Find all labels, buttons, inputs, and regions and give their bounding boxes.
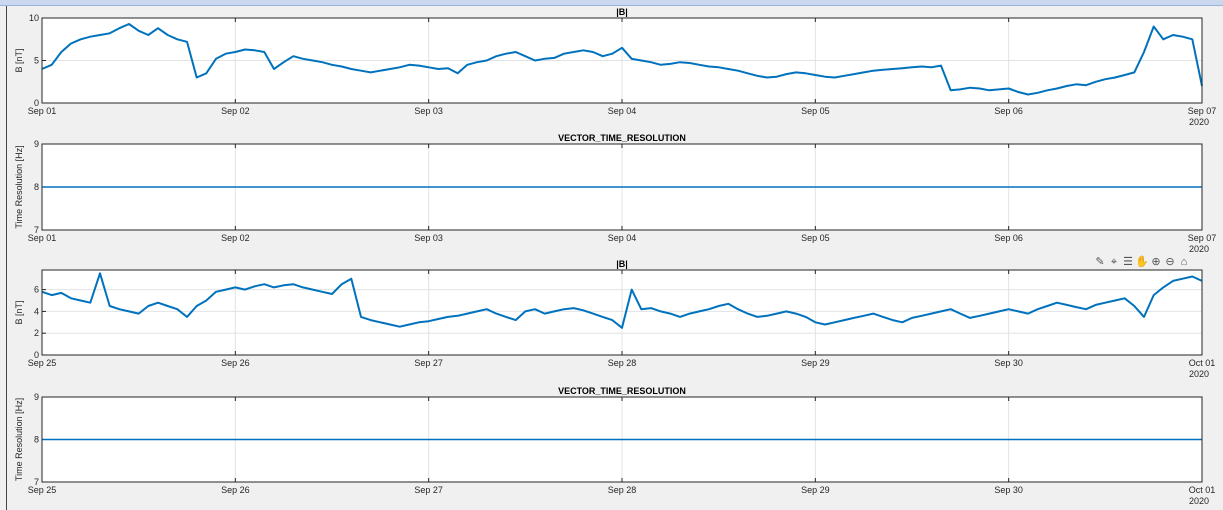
x-tick-label: Sep 28 — [608, 358, 637, 368]
x-tick-label: Sep 27 — [414, 358, 443, 368]
x-tick-label: Sep 30 — [994, 358, 1023, 368]
window-left-border — [0, 6, 7, 510]
y-tick-label: 9 — [34, 392, 39, 402]
axes-box — [41, 143, 1203, 231]
zoom-out-icon[interactable]: ⊖ — [1165, 256, 1175, 268]
series-line — [41, 23, 1203, 96]
chart-panel-3: Sep 25 Sep 26 Sep 27 Sep 28 Sep 29 Sep 30 Oct … — [14, 259, 1215, 379]
y-axis-label: Time Resolution [Hz] — [14, 398, 24, 481]
x-tick-label: Sep 30 — [994, 485, 1023, 495]
x-tick-label: Sep 25 — [28, 485, 57, 495]
x-tick-label: Sep 03 — [414, 233, 443, 243]
x-tick-label: Sep 29 — [801, 485, 830, 495]
x-tick-label: Sep 05 — [801, 106, 830, 116]
y-tick-label: 2 — [34, 328, 39, 338]
y-tick-label: 7 — [34, 477, 39, 487]
y-tick-label: 6 — [34, 285, 39, 295]
x-tick-label: Sep 29 — [801, 358, 830, 368]
x-tick-label: Sep 04 — [608, 106, 637, 116]
data-tips-icon[interactable]: ⌖ — [1110, 256, 1118, 268]
x-year-label: 2020 — [1189, 369, 1209, 379]
y-tick-label: 4 — [34, 306, 39, 316]
y-axis-label: Time Resolution [Hz] — [14, 145, 24, 228]
x-year-label: 2020 — [1189, 496, 1209, 506]
y-tick-label: 8 — [34, 435, 39, 445]
x-tick-label: Sep 01 — [28, 106, 57, 116]
y-tick-label: 7 — [34, 225, 39, 235]
window-top-bar — [0, 0, 1223, 6]
chart-panel-4: Sep 25 Sep 26 Sep 27 Sep 28 Sep 29 Sep 30 Oct … — [14, 386, 1215, 506]
legend-icon[interactable]: ☰ — [1123, 256, 1133, 268]
x-tick-label: Sep 28 — [608, 485, 637, 495]
chart-title: |B| — [616, 259, 628, 269]
x-year-label: 2020 — [1189, 244, 1209, 254]
x-tick-label: Sep 06 — [994, 106, 1023, 116]
x-tick-label: Sep 03 — [414, 106, 443, 116]
x-tick-label: Sep 27 — [414, 485, 443, 495]
chart-panel-1: Sep 01 Sep 02 Sep 03 Sep 04 Sep 05 Sep 06 Sep … — [14, 7, 1216, 127]
chart-title: VECTOR_TIME_RESOLUTION — [558, 133, 686, 143]
chart-title: VECTOR_TIME_RESOLUTION — [558, 386, 686, 396]
y-axis-label: B [nT] — [14, 48, 24, 72]
x-tick-label: Sep 04 — [608, 233, 637, 243]
axes-box — [41, 396, 1203, 483]
series-line — [41, 272, 1203, 329]
x-year-label: 2020 — [1189, 117, 1209, 127]
chart-panel-2: Sep 01 Sep 02 Sep 03 Sep 04 Sep 05 Sep 06 Sep … — [14, 133, 1216, 254]
y-tick-label: 0 — [34, 350, 39, 360]
y-tick-label: 9 — [34, 139, 39, 149]
x-tick-label: Sep 05 — [801, 233, 830, 243]
y-tick-label: 5 — [34, 56, 39, 66]
brush-icon[interactable]: ✎ — [1095, 256, 1105, 268]
y-tick-label: 10 — [29, 13, 39, 23]
x-tick-label: Sep 02 — [221, 233, 250, 243]
x-tick-label: Sep 25 — [28, 358, 57, 368]
axes-box — [41, 17, 1203, 104]
x-tick-label: Oct 01 — [1189, 485, 1216, 495]
y-axis-label: B [nT] — [14, 300, 24, 324]
x-tick-label: Sep 26 — [221, 358, 250, 368]
x-tick-label: Sep 06 — [994, 233, 1023, 243]
x-tick-label: Sep 02 — [221, 106, 250, 116]
y-tick-label: 8 — [34, 182, 39, 192]
axes-toolbar: ✎ ⌖ ☰ ✋ ⊕ ⊖ ⌂ — [1094, 256, 1190, 268]
zoom-in-icon[interactable]: ⊕ — [1151, 256, 1161, 268]
x-tick-label: Sep 01 — [28, 233, 57, 243]
axes-box — [41, 269, 1203, 356]
x-tick-label: Sep 26 — [221, 485, 250, 495]
pan-hand-icon[interactable]: ✋ — [1135, 256, 1149, 268]
chart-title: |B| — [616, 7, 628, 17]
x-tick-label: Oct 01 — [1189, 358, 1216, 368]
x-tick-label: Sep 07 — [1188, 233, 1217, 243]
x-tick-label: Sep 07 — [1188, 106, 1217, 116]
y-tick-label: 0 — [34, 98, 39, 108]
home-icon[interactable]: ⌂ — [1180, 256, 1188, 268]
